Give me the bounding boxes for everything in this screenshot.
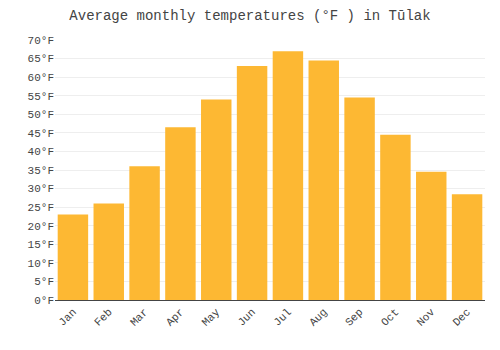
svg-text:Mar: Mar (128, 306, 150, 328)
svg-text:50°F: 50°F (28, 109, 54, 121)
svg-text:Feb: Feb (92, 306, 114, 328)
svg-text:20°F: 20°F (28, 221, 54, 233)
svg-text:Nov: Nov (415, 306, 438, 329)
svg-text:Average monthly temperatures (: Average monthly temperatures (°F ) in Tū… (69, 8, 430, 24)
svg-text:Jun: Jun (236, 306, 258, 328)
svg-text:45°F: 45°F (28, 128, 54, 140)
svg-text:70°F: 70°F (28, 35, 54, 47)
svg-text:Aug: Aug (307, 306, 329, 328)
svg-text:35°F: 35°F (28, 165, 54, 177)
svg-text:15°F: 15°F (28, 239, 54, 251)
svg-text:65°F: 65°F (28, 53, 54, 65)
svg-text:May: May (200, 306, 223, 329)
svg-text:Jul: Jul (271, 306, 293, 328)
svg-text:30°F: 30°F (28, 183, 54, 195)
svg-text:Dec: Dec (451, 306, 473, 328)
svg-text:40°F: 40°F (28, 146, 54, 158)
svg-text:Jan: Jan (56, 306, 78, 328)
svg-text:25°F: 25°F (28, 202, 54, 214)
svg-text:Oct: Oct (379, 306, 401, 328)
svg-text:0°F: 0°F (34, 295, 54, 307)
svg-text:Apr: Apr (164, 306, 186, 328)
svg-text:60°F: 60°F (28, 72, 54, 84)
svg-text:Sep: Sep (343, 306, 365, 328)
svg-text:55°F: 55°F (28, 91, 54, 103)
svg-text:5°F: 5°F (34, 276, 54, 288)
svg-text:10°F: 10°F (28, 258, 54, 270)
